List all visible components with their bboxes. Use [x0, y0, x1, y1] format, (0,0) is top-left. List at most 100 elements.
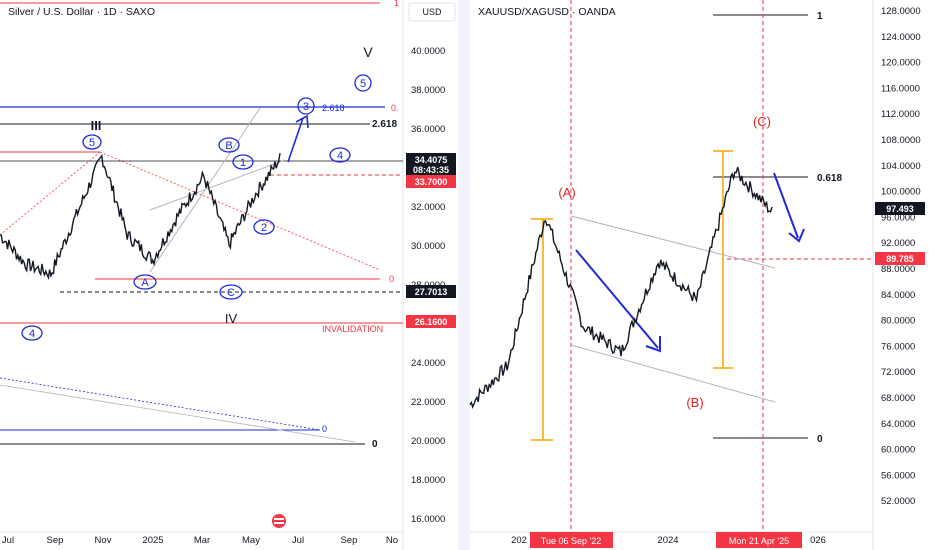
left-time-tick: Sep — [47, 535, 64, 546]
wave-A-label: A — [141, 277, 149, 289]
right-fib-0-label: 0 — [817, 434, 823, 445]
left-time-tick: Mar — [194, 535, 210, 546]
right-price-tick: 84.0000 — [881, 290, 915, 301]
price-badge — [406, 315, 456, 328]
left-time-tick: Sep — [341, 535, 358, 546]
right-price-axis[interactable]: 128.0000 124.0000 120.0000 116.0000 112.0000… — [881, 6, 921, 507]
wave-C-paren-label: (C) — [753, 114, 771, 129]
fib-0-red-top-label: 0. — [391, 103, 399, 113]
right-price-tick: 100.0000 — [881, 187, 921, 198]
right-price-tick: 56.0000 — [881, 470, 915, 481]
right-price-tick: 120.0000 — [881, 58, 921, 69]
price-badge — [406, 285, 456, 298]
right-price-tick: 80.0000 — [881, 316, 915, 327]
price-badge — [406, 175, 456, 188]
right-chart-overlays — [531, 0, 873, 532]
left-time-tick: Jul — [292, 535, 304, 546]
wave-A-paren-label: (A) — [558, 185, 575, 200]
price-badge — [875, 252, 925, 265]
left-price-tick: 38.0000 — [411, 85, 445, 96]
left-time-tick: Jul — [2, 535, 14, 546]
panel-gap — [458, 0, 470, 550]
wave-B-paren-label: (B) — [686, 395, 703, 410]
right-price-tick: 88.0000 — [881, 264, 915, 275]
left-price-tick: 30.0000 — [411, 241, 445, 252]
fib-1-label: 1 — [394, 0, 399, 8]
currency-label: USD — [422, 7, 442, 17]
wave-B-label: B — [225, 140, 232, 152]
wave-4b-label: 4 — [29, 328, 35, 340]
right-chart-title: XAUUSD/XAGUSD · OANDA — [478, 6, 616, 18]
fib-2618-black-label: 2.618 — [372, 119, 397, 130]
price-badge-text: 33.7000 — [415, 177, 448, 187]
price-badge-text: 26.1600 — [415, 317, 448, 327]
right-time-tick: 026 — [810, 535, 826, 546]
right-price-tick: 72.0000 — [881, 367, 915, 378]
wave-2-label: 2 — [261, 222, 267, 234]
wave-IV-label: IV — [225, 311, 238, 326]
left-time-tick: May — [242, 535, 260, 546]
right-price-tick: 52.0000 — [881, 496, 915, 507]
price-badge — [875, 202, 925, 215]
left-price-tick: 36.0000 — [411, 124, 445, 135]
left-time-tick: No — [386, 535, 398, 546]
left-price-tick: 16.0000 — [411, 514, 445, 525]
right-price-tick: 92.0000 — [881, 238, 915, 249]
right-time-tick: 2024 — [657, 535, 678, 546]
price-badge-text: 08:43:35 — [413, 165, 449, 175]
left-time-tick: 2025 — [142, 535, 163, 546]
fib-2618-blue-label: 2.618 — [322, 103, 345, 113]
right-price-tick: 112.0000 — [881, 109, 920, 120]
left-chart-overlays — [0, 2, 403, 445]
left-price-tick: 32.0000 — [411, 202, 445, 213]
currency-button[interactable] — [408, 2, 456, 22]
price-badge-text: 34.4075 — [415, 155, 448, 165]
left-price-tick: 24.0000 — [411, 358, 445, 369]
flag-logo-icon — [272, 514, 286, 528]
wave-5b-label: 5 — [89, 137, 95, 149]
left-price-tick: 22.0000 — [411, 397, 445, 408]
right-price-tick: 124.0000 — [881, 32, 921, 43]
left-price-tick: 18.0000 — [411, 475, 445, 486]
ratio-price-line — [469, 166, 773, 410]
wave-4-label: 4 — [337, 150, 343, 162]
right-price-tick: 64.0000 — [881, 419, 915, 430]
date-badge-a-text: Tue 06 Sep '22 — [541, 536, 601, 546]
wave-V-label: V — [363, 44, 373, 60]
date-badge-c — [716, 532, 802, 548]
date-badge-a — [530, 532, 613, 548]
date-badge-c-text: Mon 21 Apr '25 — [729, 536, 789, 546]
price-badge — [406, 153, 456, 166]
right-price-tick: 116.0000 — [881, 83, 920, 94]
right-price-tick: 108.0000 — [881, 135, 921, 146]
silver-price-line — [0, 153, 281, 280]
right-price-tick: 68.0000 — [881, 393, 915, 404]
right-time-axis[interactable]: 202 2024 026 — [511, 535, 826, 546]
left-price-tick: 40.0000 — [411, 46, 445, 57]
wave-5-label: 5 — [360, 78, 366, 90]
wave-C-label: C — [227, 287, 235, 299]
right-price-tick: 104.0000 — [881, 161, 921, 172]
left-wave-labels: 3 5 4 5 B 1 2 A C 4 V III IV 1 2.618 0. … — [21, 0, 399, 450]
right-price-tick: 128.0000 — [881, 6, 921, 17]
wave-III-label: III — [91, 118, 102, 133]
right-price-tick: 60.0000 — [881, 445, 915, 456]
price-badge — [406, 163, 456, 176]
left-time-axis[interactable]: Jul Sep Nov 2025 Mar May Jul Sep No — [2, 535, 398, 546]
wave-1-label: 1 — [240, 157, 246, 169]
right-fib-0618-label: 0.618 — [817, 173, 842, 184]
fib-0-blue-label: 0 — [322, 424, 327, 434]
invalidation-label: INVALIDATION — [322, 324, 383, 334]
right-fib-1-label: 1 — [817, 11, 823, 22]
fib-0-black-label: 0 — [372, 439, 378, 450]
price-badge-text: 89.785 — [886, 254, 914, 264]
right-date-badges: Tue 06 Sep '22 Mon 21 Apr '25 — [530, 532, 802, 548]
fib-0-red-label: 0 — [389, 274, 394, 284]
right-wave-labels: (A) (B) (C) 1 0.618 0 — [558, 11, 842, 445]
price-badge-text: 27.7013 — [415, 287, 448, 297]
right-price-badges: 97.493 89.785 — [875, 202, 925, 265]
wave-3-label: 3 — [303, 101, 309, 113]
